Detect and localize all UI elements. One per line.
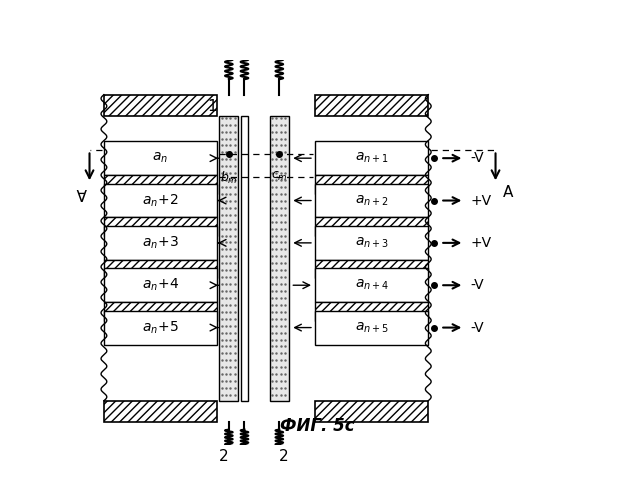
Text: $a_n\!+\!3$: $a_n\!+\!3$	[142, 234, 179, 251]
Bar	[104, 260, 217, 278]
Bar	[104, 184, 217, 218]
Bar	[316, 400, 428, 422]
Text: $a_{n+4}$: $a_{n+4}$	[355, 278, 389, 292]
Bar	[104, 268, 217, 302]
Bar	[316, 260, 428, 278]
Bar	[104, 94, 217, 116]
Text: $a_{n+5}$: $a_{n+5}$	[355, 320, 389, 335]
Text: $b_m$: $b_m$	[220, 170, 238, 186]
Text: $a_n$: $a_n$	[153, 151, 169, 166]
Text: $a_n\!+\!5$: $a_n\!+\!5$	[142, 320, 179, 336]
Text: -V: -V	[470, 320, 484, 334]
Text: ФИГ. 5c: ФИГ. 5c	[280, 418, 355, 436]
Bar	[219, 116, 239, 401]
Text: 2: 2	[279, 449, 289, 464]
Text: $a_{n+2}$: $a_{n+2}$	[355, 194, 389, 207]
Text: $a_n\!+\!2$: $a_n\!+\!2$	[142, 192, 179, 208]
Bar	[104, 218, 217, 236]
Text: -V: -V	[470, 151, 484, 165]
Bar	[241, 116, 248, 401]
Text: 1: 1	[207, 99, 217, 114]
Bar	[104, 310, 217, 344]
Bar	[316, 94, 428, 116]
Bar	[270, 116, 289, 401]
Bar	[316, 218, 428, 236]
Bar	[316, 184, 428, 218]
Bar	[104, 400, 217, 422]
Text: $a_{n+1}$: $a_{n+1}$	[355, 151, 389, 166]
Bar	[316, 302, 428, 320]
Text: A: A	[503, 185, 513, 200]
Text: A: A	[77, 185, 87, 200]
Bar	[316, 226, 428, 260]
Bar	[104, 175, 217, 194]
Bar	[104, 226, 217, 260]
Bar	[316, 141, 428, 175]
Text: $a_n\!+\!4$: $a_n\!+\!4$	[141, 277, 179, 293]
Text: 2: 2	[219, 449, 229, 464]
Bar	[104, 302, 217, 320]
Text: +V: +V	[470, 194, 491, 207]
Bar	[104, 141, 217, 175]
Text: -V: -V	[470, 278, 484, 292]
Text: $a_{n+3}$: $a_{n+3}$	[355, 236, 389, 250]
Text: +V: +V	[470, 236, 491, 250]
Bar	[316, 268, 428, 302]
Bar	[316, 310, 428, 344]
Text: $c_m$: $c_m$	[271, 170, 288, 183]
Bar	[316, 175, 428, 194]
